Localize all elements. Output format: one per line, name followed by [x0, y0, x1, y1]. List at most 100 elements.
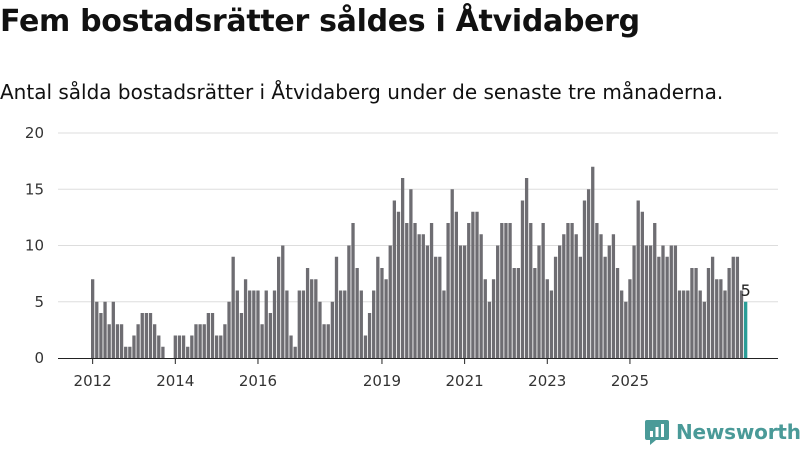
- bar: [128, 346, 132, 358]
- bar: [326, 324, 330, 358]
- bar: [558, 245, 562, 358]
- bar: [347, 245, 351, 358]
- bar: [446, 223, 450, 358]
- bar: [293, 346, 297, 358]
- bar: [177, 335, 182, 358]
- bar: [115, 324, 120, 358]
- bar: [615, 268, 620, 358]
- bar: [256, 290, 260, 358]
- bar: [272, 290, 277, 358]
- bar: [198, 324, 202, 358]
- bar: [574, 234, 578, 358]
- bar: [723, 290, 727, 358]
- bars: [91, 166, 748, 358]
- bar: [161, 346, 165, 358]
- bar: [396, 211, 401, 358]
- bar: [467, 223, 471, 358]
- bar: [690, 268, 694, 358]
- bar: [359, 290, 363, 358]
- bar: [392, 200, 397, 358]
- newsworthy-logo[interactable]: Newsworthy: [644, 418, 800, 446]
- bar: [727, 268, 731, 358]
- bar: [483, 279, 487, 358]
- bar: [648, 245, 653, 358]
- bar: [500, 223, 504, 358]
- bar: [458, 245, 463, 358]
- x-tick-label-2016: 2016: [239, 372, 277, 390]
- bar: [429, 223, 434, 358]
- bar: [334, 256, 339, 358]
- y-tick-label-5: 5: [34, 293, 44, 311]
- bar: [640, 211, 644, 358]
- bar: [305, 268, 310, 358]
- bar: [438, 256, 442, 358]
- bar: [442, 290, 446, 358]
- bar: [206, 313, 211, 358]
- bar: [491, 279, 496, 358]
- bar: [628, 279, 632, 358]
- bar: [479, 234, 483, 358]
- bar: [310, 279, 314, 358]
- bar: [239, 313, 244, 358]
- bar: [190, 335, 194, 358]
- bar: [173, 335, 177, 358]
- bar: [384, 279, 388, 358]
- bar: [318, 301, 322, 358]
- bar: [537, 245, 541, 358]
- bar: [372, 290, 376, 358]
- x-tick-label-2014: 2014: [156, 372, 194, 390]
- bar: [719, 279, 723, 358]
- bar: [355, 268, 359, 358]
- bar: [549, 290, 554, 358]
- bar: [413, 223, 417, 358]
- bar: [343, 290, 347, 358]
- y-tick-label-10: 10: [25, 237, 44, 255]
- bar: [710, 256, 715, 358]
- annotations: 5: [741, 281, 751, 300]
- bar: [591, 166, 595, 358]
- bar: [607, 245, 611, 358]
- bar: [181, 335, 186, 358]
- bar: [582, 200, 587, 358]
- bar: [698, 290, 702, 358]
- bar: [434, 256, 438, 358]
- bar: [252, 290, 256, 358]
- bar: [95, 301, 99, 358]
- bar: [454, 211, 458, 358]
- bar: [107, 324, 111, 358]
- bar: [512, 268, 516, 358]
- bar: [136, 324, 140, 358]
- bar: [235, 290, 239, 358]
- x-tick-label-2023: 2023: [528, 372, 566, 390]
- bar: [400, 178, 405, 358]
- bar: [739, 290, 744, 358]
- bar: [227, 301, 231, 358]
- newsworthy-logo-text: Newsworthy: [676, 420, 800, 444]
- bar: [669, 245, 673, 358]
- bar: [231, 256, 235, 358]
- bar: [636, 200, 640, 358]
- bar: [624, 301, 628, 358]
- bar: [702, 301, 706, 358]
- bar: [706, 268, 711, 358]
- chart-subtitle: Antal sålda bostadsrätter i Åtvidaberg u…: [0, 80, 724, 104]
- bar: [735, 256, 740, 358]
- bar: [248, 290, 252, 358]
- bar: [210, 313, 215, 358]
- bar: [496, 245, 500, 358]
- bar: [682, 290, 686, 358]
- bar: [297, 290, 301, 358]
- bar: [425, 245, 430, 358]
- bar: [388, 245, 392, 358]
- bar: [268, 313, 273, 358]
- bar: [157, 335, 161, 358]
- bar: [144, 313, 149, 358]
- bar: [140, 313, 144, 358]
- bar: [103, 301, 107, 358]
- bar: [132, 335, 136, 358]
- bar: [562, 234, 566, 358]
- y-tick-label-0: 0: [34, 349, 44, 367]
- bar: [285, 290, 289, 358]
- x-tick-label-2012: 2012: [74, 372, 112, 390]
